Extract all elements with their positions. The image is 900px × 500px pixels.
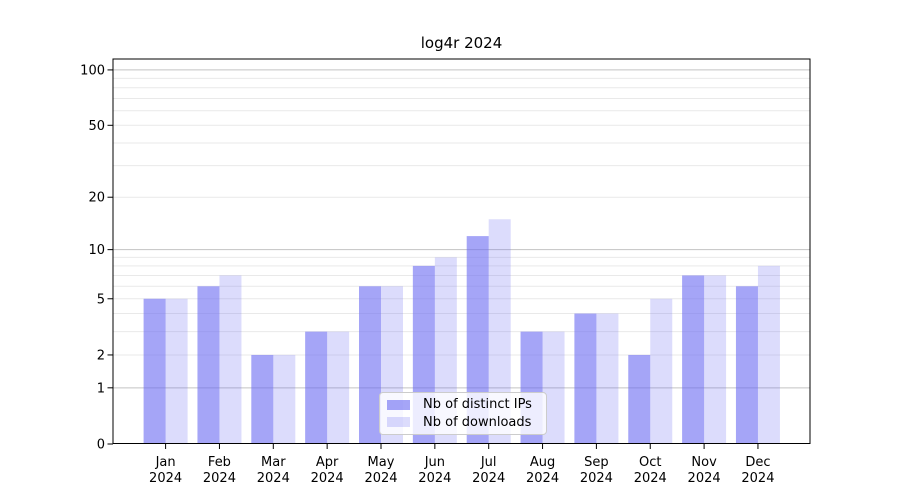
x-tick-label-year: 2024 bbox=[311, 471, 344, 486]
y-tick-label: 2 bbox=[97, 348, 105, 363]
bar-distinct-ips-may-2024 bbox=[359, 286, 381, 444]
legend-item-distinct-ips: Nb of distinct IPs bbox=[387, 397, 538, 412]
legend-swatch-downloads-icon bbox=[387, 417, 410, 428]
x-tick-label-month: Jul bbox=[480, 455, 497, 470]
y-tick-label: 1 bbox=[97, 381, 105, 396]
y-tick-label: 20 bbox=[88, 191, 105, 206]
bar-downloads-aug-2024 bbox=[542, 331, 565, 444]
legend: Nb of distinct IPs Nb of downloads bbox=[379, 392, 547, 435]
x-tick-label-year: 2024 bbox=[472, 471, 505, 486]
y-tick-label: 50 bbox=[88, 119, 105, 134]
legend-label-distinct-ips: Nb of distinct IPs bbox=[423, 397, 532, 413]
x-tick-label-year: 2024 bbox=[149, 471, 182, 486]
bar-distinct-ips-feb-2024 bbox=[197, 286, 220, 444]
x-tick-label-year: 2024 bbox=[580, 471, 613, 486]
bar-distinct-ips-jan-2024 bbox=[143, 298, 166, 444]
x-tick-label-month: Oct bbox=[639, 455, 661, 470]
bar-distinct-ips-oct-2024 bbox=[628, 354, 651, 444]
y-tick-label: 0 bbox=[97, 438, 105, 453]
bar-downloads-nov-2024 bbox=[704, 275, 727, 444]
x-tick-label-month: May bbox=[368, 455, 395, 470]
x-tick-label-year: 2024 bbox=[418, 471, 451, 486]
bar-downloads-apr-2024 bbox=[327, 331, 350, 444]
bar-distinct-ips-sep-2024 bbox=[574, 313, 597, 444]
x-tick-label-month: Nov bbox=[691, 455, 717, 470]
x-tick-label-year: 2024 bbox=[203, 471, 236, 486]
x-tick-label-year: 2024 bbox=[634, 471, 667, 486]
bar-downloads-feb-2024 bbox=[219, 275, 242, 444]
y-tick-label: 5 bbox=[97, 292, 105, 307]
x-tick-label-year: 2024 bbox=[364, 471, 397, 486]
chart-title: log4r 2024 bbox=[420, 34, 503, 52]
legend-swatch-ips-icon bbox=[387, 399, 410, 410]
x-tick-label-year: 2024 bbox=[257, 471, 290, 486]
plot-border bbox=[112, 58, 811, 444]
x-tick-label-month: Mar bbox=[261, 455, 286, 470]
x-tick-label-month: Jan bbox=[155, 455, 176, 470]
legend-item-downloads: Nb of downloads bbox=[387, 415, 538, 430]
bar-downloads-jan-2024 bbox=[165, 298, 188, 444]
x-tick-label-month: Feb bbox=[208, 455, 231, 470]
x-tick-label-year: 2024 bbox=[741, 471, 774, 486]
bar-distinct-ips-nov-2024 bbox=[682, 275, 705, 444]
bar-downloads-mar-2024 bbox=[273, 354, 296, 444]
bar-downloads-jul-2024 bbox=[488, 219, 511, 444]
x-tick-label-year: 2024 bbox=[688, 471, 721, 486]
x-tick-label-month: Dec bbox=[745, 455, 770, 470]
x-tick-label-month: Jun bbox=[424, 455, 445, 470]
bar-distinct-ips-dec-2024 bbox=[735, 286, 758, 444]
x-tick-label-month: Sep bbox=[584, 455, 609, 470]
x-tick-label-year: 2024 bbox=[526, 471, 559, 486]
bar-downloads-dec-2024 bbox=[757, 265, 780, 444]
x-tick-label-month: Apr bbox=[316, 455, 339, 470]
bar-downloads-sep-2024 bbox=[596, 313, 619, 444]
legend-label-downloads: Nb of downloads bbox=[423, 414, 532, 430]
y-tick-label: 10 bbox=[88, 243, 105, 258]
bar-distinct-ips-mar-2024 bbox=[251, 354, 274, 444]
y-tick-label: 100 bbox=[80, 63, 105, 78]
bar-distinct-ips-apr-2024 bbox=[305, 331, 328, 444]
x-tick-label-month: Aug bbox=[530, 455, 555, 470]
bar-distinct-ips-jul-2024 bbox=[466, 236, 489, 444]
bar-downloads-oct-2024 bbox=[650, 298, 673, 444]
